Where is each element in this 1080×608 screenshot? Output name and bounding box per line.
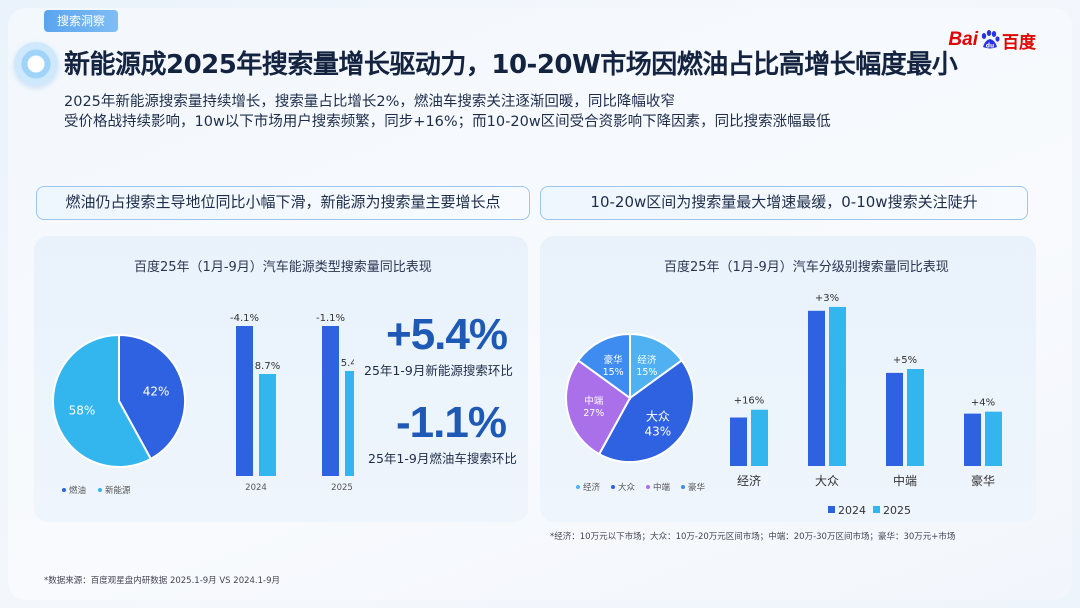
bar: [730, 417, 747, 466]
legend-label: 中端: [653, 482, 671, 493]
bar: [345, 371, 354, 476]
right-chart-panel: 百度25年（1月-9月）汽车分级别搜索量同比表现 经济 15% 大众 43% 中端 27%…: [540, 236, 1036, 542]
bar-value-label: -4.1%: [230, 313, 259, 324]
growth-label: +3%: [815, 293, 839, 304]
pie-value-label: 27%: [583, 408, 604, 419]
left-banner: 燃油仍占搜索主导地位同比小幅下滑，新能源为搜索量主要增长点: [36, 186, 530, 220]
pie-value-label: 43%: [645, 425, 672, 439]
legend-label: 2024: [838, 504, 866, 517]
pie-value-label: 42%: [143, 384, 170, 398]
pie-slice: [52, 333, 153, 468]
bar: [259, 374, 276, 476]
section-tag: 搜索洞察: [44, 10, 118, 32]
legend-label: 大众: [618, 482, 636, 493]
pie-slice: [629, 332, 684, 400]
pie-category-label: 中端: [584, 395, 604, 407]
legend-label: 经济: [583, 482, 601, 493]
energy-pie-chart: 42% 58% 燃油 新能源: [52, 333, 186, 496]
legend-dot: [681, 485, 685, 489]
logo-latin: Bai: [948, 29, 978, 50]
legend-label: 燃油: [69, 485, 86, 496]
x-tick-label: 2024: [245, 483, 267, 493]
bar-value-label: 5.4%: [341, 358, 354, 369]
bar: [751, 409, 768, 466]
bar: [808, 310, 825, 466]
growth-label: +16%: [734, 396, 765, 407]
pie-value-label: 58%: [69, 404, 96, 418]
bar: [907, 369, 924, 466]
growth-label: +4%: [971, 398, 995, 409]
growth-label: +5%: [893, 355, 917, 366]
left-chart-panel: 百度25年（1月-9月）汽车能源类型搜索量同比表现 42% 58% 燃油 新能源 -…: [34, 236, 528, 522]
baidu-logo: Bai du 百度: [948, 26, 1036, 54]
highlight-label-fuel: 25年1-9月燃油车搜索环比: [368, 451, 517, 466]
x-tick-label: 经济: [737, 473, 761, 488]
logo-du: du: [986, 43, 995, 50]
bar: [964, 413, 981, 466]
logo-cn: 百度: [1002, 32, 1036, 52]
bar: [236, 326, 253, 476]
right-chart-title: 百度25年（1月-9月）汽车分级别搜索量同比表现: [664, 260, 949, 275]
segment-bar-chart: +16% 经济 +3% 大众 +5% 中端 +4% 豪华 2024 2025: [730, 293, 1002, 517]
bar: [985, 411, 1002, 466]
highlight-value-fuel: -1.1%: [396, 398, 507, 447]
legend-dot: [646, 485, 650, 489]
subtitle-line-2: 受价格战持续影响，10w以下市场用户搜索频繁，同步+16%；而10-20w区间受…: [64, 114, 831, 130]
bar-value-label: -1.1%: [316, 313, 345, 324]
legend-label: 豪华: [688, 482, 706, 493]
bar: [322, 326, 339, 476]
x-tick-label: 2025: [331, 483, 353, 493]
decorative-ring-icon: [14, 42, 58, 86]
legend-swatch: [873, 506, 880, 513]
right-banner: 10-20w区间为搜索量最大增速最缓，0-10w搜索关注陡升: [540, 186, 1028, 220]
energy-bar-chart: -4.1% 8.7% 2024 -1.1% 5.4% 2025: [230, 313, 354, 493]
bar-value-label: 8.7%: [255, 361, 280, 372]
legend-dot: [62, 488, 66, 492]
left-chart-title: 百度25年（1月-9月）汽车能源类型搜索量同比表现: [134, 260, 432, 275]
page-title: 新能源成2025年搜索量增长驱动力，10-20W市场因燃油占比高增长幅度最小: [64, 50, 958, 80]
pie-category-label: 大众: [646, 410, 670, 424]
highlight-value-new-energy: +5.4%: [386, 310, 508, 359]
pie-slice: [597, 358, 695, 463]
pie-slice: [118, 333, 186, 461]
data-source-note: *数据来源：百度观星盘内研数据 2025.1-9月 VS 2024.1-9月: [44, 576, 281, 586]
highlight-label-new-energy: 25年1-9月新能源搜索环比: [364, 363, 513, 378]
legend-swatch: [828, 506, 835, 513]
legend-dot: [576, 485, 580, 489]
x-tick-label: 中端: [893, 473, 917, 488]
segment-footnote: *经济：10万元以下市场；大众：10万-20万元区间市场；中端：20万-30万区…: [550, 532, 956, 542]
bar: [886, 372, 903, 466]
pie-slice: [565, 358, 632, 456]
legend-label: 2025: [883, 504, 911, 517]
x-tick-label: 大众: [815, 474, 839, 488]
pie-slice: [576, 332, 631, 400]
legend-label: 新能源: [105, 485, 131, 496]
pie-value-label: 15%: [603, 367, 624, 378]
legend-dot: [98, 488, 102, 492]
bar: [829, 306, 846, 466]
pie-category-label: 经济: [637, 354, 657, 366]
paw-icon: du: [981, 30, 1000, 50]
pie-value-label: 15%: [636, 367, 657, 378]
x-tick-label: 豪华: [971, 473, 995, 488]
legend-dot: [611, 485, 615, 489]
pie-category-label: 豪华: [604, 354, 624, 366]
subtitle-line-1: 2025年新能源搜索量持续增长，搜索量占比增长2%，燃油车搜索关注逐渐回暖，同比…: [64, 94, 675, 110]
